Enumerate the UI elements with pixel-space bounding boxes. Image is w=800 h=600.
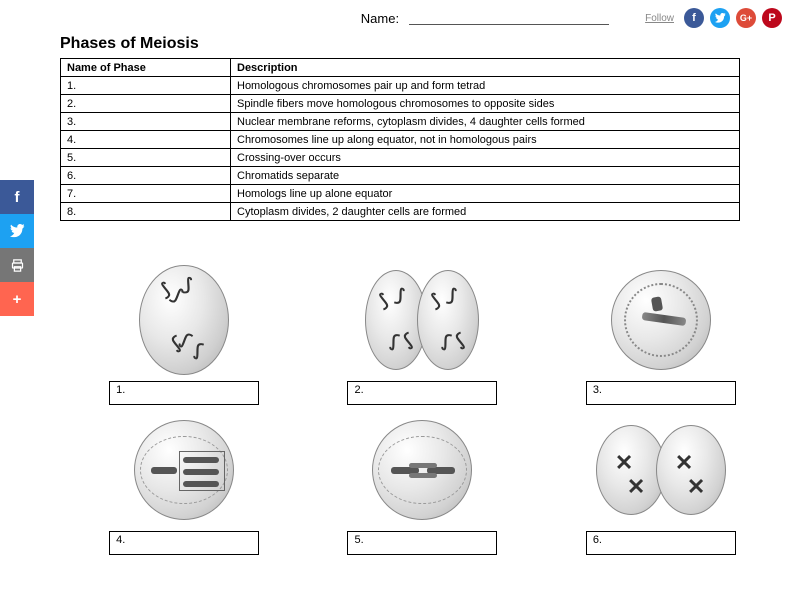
answer-box-5[interactable]: 5. xyxy=(347,531,497,555)
table-row: 2.Spindle fibers move homologous chromos… xyxy=(61,95,740,113)
col-header-desc: Description xyxy=(231,59,740,77)
cell-diagram-4: 4. xyxy=(85,415,283,555)
share-facebook-icon[interactable]: f xyxy=(0,180,34,214)
twitter-icon[interactable] xyxy=(710,8,730,28)
facebook-icon[interactable]: f xyxy=(684,8,704,28)
table-row: 5.Crossing-over occurs xyxy=(61,149,740,167)
table-row: 1.Homologous chromosomes pair up and for… xyxy=(61,77,740,95)
follow-link[interactable]: Follow xyxy=(645,13,674,24)
table-row: 7.Homologs line up alone equator xyxy=(61,185,740,203)
cell-diagram-3: 3. xyxy=(562,265,760,405)
phases-table: Name of Phase Description 1.Homologous c… xyxy=(60,58,740,221)
col-header-name: Name of Phase xyxy=(61,59,231,77)
answer-box-3[interactable]: 3. xyxy=(586,381,736,405)
share-twitter-icon[interactable] xyxy=(0,214,34,248)
answer-box-4[interactable]: 4. xyxy=(109,531,259,555)
cell-diagram-5: 5. xyxy=(323,415,521,555)
cell-diagram-6: ✕ ✕ ✕ ✕ 6. xyxy=(562,415,760,555)
table-row: 3.Nuclear membrane reforms, cytoplasm di… xyxy=(61,113,740,131)
share-more-icon[interactable]: + xyxy=(0,282,34,316)
top-bar: Name: Follow f G+ P xyxy=(0,8,800,28)
share-print-icon[interactable] xyxy=(0,248,34,282)
diagram-grid: ⟆ ⟆ ⟆ ⟆ ⟆ ⟆ 1. ⟆ ⟆ ⟆ ⟆ ⟆ ⟆ xyxy=(85,265,760,555)
name-label: Name: xyxy=(361,11,399,26)
answer-box-2[interactable]: 2. xyxy=(347,381,497,405)
cell-diagram-2: ⟆ ⟆ ⟆ ⟆ ⟆ ⟆ ⟆ ⟆ 2. xyxy=(323,265,521,405)
pinterest-icon[interactable]: P xyxy=(762,8,782,28)
answer-box-6[interactable]: 6. xyxy=(586,531,736,555)
googleplus-icon[interactable]: G+ xyxy=(736,8,756,28)
table-row: 6.Chromatids separate xyxy=(61,167,740,185)
table-row: 4.Chromosomes line up along equator, not… xyxy=(61,131,740,149)
answer-box-1[interactable]: 1. xyxy=(109,381,259,405)
side-share-bar: f + xyxy=(0,180,34,316)
table-row: 8.Cytoplasm divides, 2 daughter cells ar… xyxy=(61,203,740,221)
name-input-line[interactable] xyxy=(409,11,609,25)
page-title: Phases of Meiosis xyxy=(60,35,199,53)
cell-diagram-1: ⟆ ⟆ ⟆ ⟆ ⟆ ⟆ 1. xyxy=(85,265,283,405)
